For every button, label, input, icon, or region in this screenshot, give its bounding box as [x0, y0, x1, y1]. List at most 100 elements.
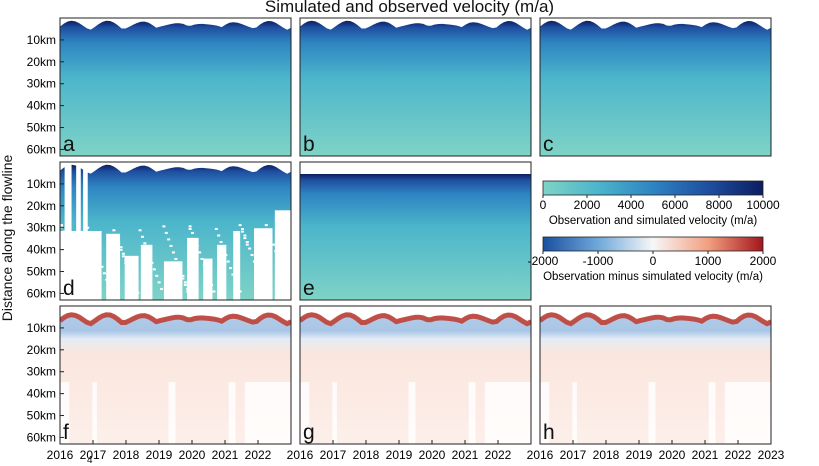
data-gap-speck — [224, 254, 228, 257]
data-gap-speck — [260, 280, 264, 283]
data-gap-speck — [245, 243, 249, 246]
data-gap-speck — [145, 248, 149, 251]
data-gap-speck — [181, 274, 185, 277]
x-tick-label: 2017 — [560, 448, 587, 462]
x-tick-label: 2017 — [320, 448, 347, 462]
data-gap-speck — [133, 285, 137, 288]
data-gap-speck — [76, 269, 80, 272]
velocity-colorbar-tick-label: 2000 — [574, 198, 601, 212]
data-gap — [540, 381, 550, 444]
data-gap-speck — [267, 230, 271, 233]
data-gap — [468, 381, 476, 444]
panel-g-mask — [300, 306, 531, 322]
data-gap — [60, 231, 102, 300]
data-gap-speck — [107, 285, 111, 288]
data-gap — [233, 231, 241, 300]
x-tick-label: 2021 — [212, 448, 239, 462]
y-tick-label: 50km — [27, 121, 56, 135]
data-gap-speck — [136, 291, 140, 294]
difference-colorbar: -2000 -1000 0 1000 2000 Observation minus sim… — [528, 236, 777, 283]
data-gap-speck — [176, 264, 180, 267]
panel-f: f — [59, 305, 292, 445]
data-gap-speck — [169, 244, 173, 247]
data-gap — [163, 261, 183, 300]
data-gap — [228, 381, 236, 444]
data-gap-speck — [240, 228, 244, 231]
data-gap-speck — [193, 238, 197, 241]
panel-label-e: e — [303, 277, 315, 300]
data-gap-speck — [138, 229, 142, 232]
data-gap-speck — [64, 239, 68, 242]
x-tick-label: 2016 — [47, 448, 74, 462]
data-gap-speck — [164, 231, 168, 234]
data-gap-speck — [160, 287, 164, 290]
panel-label-a: a — [63, 133, 75, 156]
data-gap-speck — [186, 287, 190, 290]
data-gap-speck — [274, 250, 278, 253]
data-gap-speck — [214, 228, 218, 231]
difference-colorbar-bar — [542, 236, 764, 252]
data-gap-speck — [157, 281, 161, 284]
data-gap-speck — [117, 242, 121, 245]
x-tick-label: 2019 — [146, 448, 173, 462]
data-gap — [217, 244, 227, 300]
x-tick-label: 2018 — [113, 448, 140, 462]
data-gap-speck — [226, 260, 230, 263]
data-gap — [332, 381, 337, 444]
data-gap-speck — [79, 276, 83, 279]
data-gap-speck — [205, 270, 209, 273]
y-tick-label: 30km — [27, 365, 56, 379]
panel-frame — [59, 161, 292, 301]
data-gap-speck — [124, 261, 128, 264]
data-gap-speck — [74, 263, 78, 266]
panel-b-field — [300, 20, 531, 156]
y-tick-label: 20km — [27, 343, 56, 357]
data-gap-speck — [236, 286, 240, 289]
data-gap — [244, 381, 291, 444]
data-gap-speck — [121, 255, 125, 258]
data-gap-speck — [150, 261, 154, 264]
data-gap-speck — [200, 257, 204, 260]
difference-colorbar-label: Observation minus simulated velocity (m/… — [543, 271, 763, 283]
data-gap-speck — [81, 282, 85, 285]
y-tick-label: 40km — [27, 243, 56, 257]
panel-c-field — [540, 20, 771, 156]
data-gap-speck — [95, 252, 99, 255]
data-gap-speck — [100, 265, 104, 268]
data-gap-speck — [124, 259, 128, 262]
panel-frame — [59, 305, 292, 445]
y-tick-label: 10km — [27, 33, 56, 47]
panel-label-d: d — [63, 277, 75, 300]
data-gap — [60, 381, 70, 444]
panel-h-mask — [540, 306, 771, 322]
data-gap-speck — [181, 277, 185, 280]
data-gap-speck — [243, 237, 247, 240]
data-gap-speck — [188, 228, 192, 231]
data-gap-speck — [183, 283, 187, 286]
velocity-colorbar-tick-label: 4000 — [618, 198, 645, 212]
data-gap-speck — [71, 259, 75, 262]
x-tick-label: 2023 — [758, 448, 785, 462]
y-tick-label: 20km — [27, 55, 56, 69]
data-gap-speck — [112, 229, 116, 232]
y-tick-label: 10km — [27, 321, 56, 335]
data-gap-speck — [69, 250, 73, 253]
panel-g: g — [299, 305, 532, 445]
data-gap-speck — [105, 278, 109, 281]
data-gap-speck — [62, 233, 66, 236]
difference-colorbar-tick-label: -2000 — [528, 254, 559, 268]
data-gap-speck — [219, 241, 223, 244]
data-gap-speck — [248, 247, 252, 250]
data-gap-speck — [210, 283, 214, 286]
data-gap-speck — [229, 267, 233, 270]
data-gap-speck — [167, 238, 171, 241]
data-gap-speck — [238, 290, 242, 293]
data-gap-speck — [245, 241, 249, 244]
data-gap — [572, 381, 577, 444]
data-gap-speck — [243, 234, 247, 237]
chart-title: Simulated and observed velocity (m/a) — [264, 0, 555, 16]
velocity-colorbar-bar — [542, 180, 764, 196]
data-gap — [274, 210, 291, 300]
panel-label-c: c — [543, 133, 554, 156]
